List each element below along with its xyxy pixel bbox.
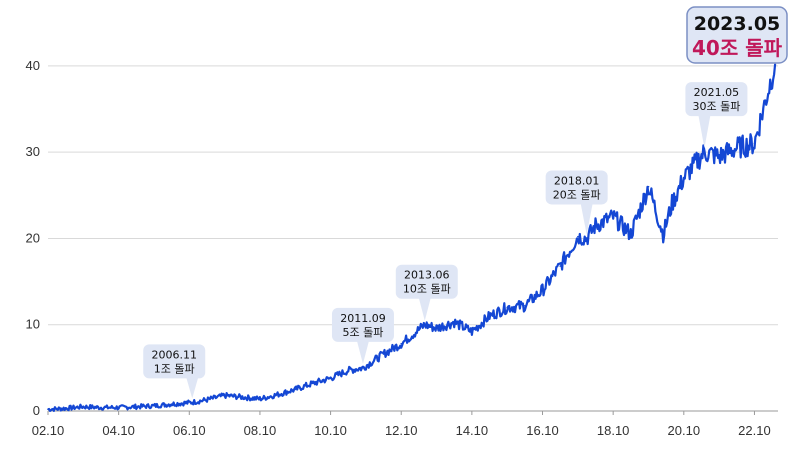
- data-point: [671, 203, 673, 205]
- data-point: [612, 216, 614, 218]
- callout-label: 20조 돌파: [553, 188, 601, 201]
- data-point: [423, 323, 426, 326]
- highlight-date: 2023.05: [694, 13, 781, 35]
- data-point: [362, 367, 364, 369]
- data-point: [435, 327, 438, 329]
- callout-label: 10조 돌파: [403, 283, 451, 296]
- y-tick-label: 30: [26, 144, 40, 159]
- callout-label: 5조 돌파: [343, 326, 384, 339]
- data-point: [630, 233, 632, 235]
- data-point: [382, 353, 385, 355]
- data-point: [594, 224, 597, 227]
- callout-box: [395, 264, 458, 299]
- callout-pointer: [418, 297, 431, 321]
- data-point: [170, 403, 173, 405]
- y-tick-label: 40: [26, 58, 40, 73]
- x-tick-label: 10.10: [314, 423, 347, 438]
- highlight-label: 40조 돌파: [692, 36, 783, 60]
- callout-box: [545, 170, 608, 205]
- data-point: [662, 233, 665, 235]
- callout-pointer: [186, 377, 199, 399]
- x-tick-label: 22.10: [738, 423, 771, 438]
- data-point: [347, 369, 350, 372]
- data-point: [82, 405, 85, 408]
- data-point: [312, 382, 314, 385]
- callout-date: 2006.11: [151, 348, 197, 361]
- data-point: [117, 406, 120, 409]
- x-tick-label: 16.10: [526, 423, 559, 438]
- data-point: [577, 235, 579, 238]
- data-point: [762, 108, 765, 110]
- data-point: [294, 388, 297, 391]
- x-tick-label: 12.10: [385, 423, 418, 438]
- data-point: [753, 142, 756, 145]
- data-point: [453, 321, 456, 323]
- data-point: [703, 151, 706, 153]
- callout-box: [685, 82, 748, 117]
- data-point: [191, 401, 194, 404]
- data-point: [259, 398, 261, 400]
- data-point: [276, 393, 279, 396]
- callout-label: 30조 돌파: [692, 100, 740, 113]
- data-point: [559, 265, 561, 267]
- callout-date: 2013.06: [404, 269, 450, 282]
- x-tick-label: 20.10: [668, 423, 701, 438]
- callout-box: [143, 344, 206, 379]
- callout-pointer: [356, 340, 369, 364]
- data-point: [541, 289, 544, 292]
- data-point: [100, 406, 102, 409]
- callout-date: 2011.09: [340, 312, 386, 325]
- x-tick-label: 14.10: [456, 423, 489, 438]
- x-tick-label: 06.10: [173, 423, 206, 438]
- data-point: [683, 177, 685, 179]
- callout-label: 1조 돌파: [154, 362, 195, 375]
- y-tick-label: 0: [33, 403, 40, 418]
- data-point: [774, 63, 776, 65]
- callout-date: 2018.01: [554, 174, 600, 187]
- data-point: [400, 342, 403, 345]
- highlight-callout-pointer: [765, 60, 778, 62]
- highlight-callout-box: [686, 6, 788, 64]
- data-point: [506, 306, 508, 309]
- series-line: [47, 64, 777, 412]
- callout-pointer: [698, 115, 711, 149]
- data-point: [488, 315, 491, 317]
- callout-date: 2021.05: [694, 86, 740, 99]
- data-point: [206, 398, 208, 401]
- x-tick-label: 18.10: [597, 423, 630, 438]
- y-tick-label: 10: [26, 317, 40, 332]
- data-point: [64, 407, 67, 410]
- data-point: [471, 330, 473, 333]
- x-tick-label: 04.10: [102, 423, 135, 438]
- data-point: [735, 147, 738, 149]
- data-point: [135, 405, 138, 408]
- data-point: [223, 394, 226, 397]
- data-point: [241, 396, 244, 398]
- data-point: [47, 408, 49, 411]
- data-point: [585, 237, 588, 240]
- y-tick-label: 20: [26, 230, 40, 245]
- data-point: [329, 377, 332, 380]
- data-point: [647, 185, 650, 188]
- x-tick-label: 08.10: [244, 423, 277, 438]
- x-tick-label: 02.10: [32, 423, 65, 438]
- data-point: [718, 155, 720, 158]
- data-point: [524, 304, 526, 307]
- callout-pointer: [580, 203, 593, 235]
- callout-box: [331, 307, 394, 342]
- data-point: [153, 405, 155, 407]
